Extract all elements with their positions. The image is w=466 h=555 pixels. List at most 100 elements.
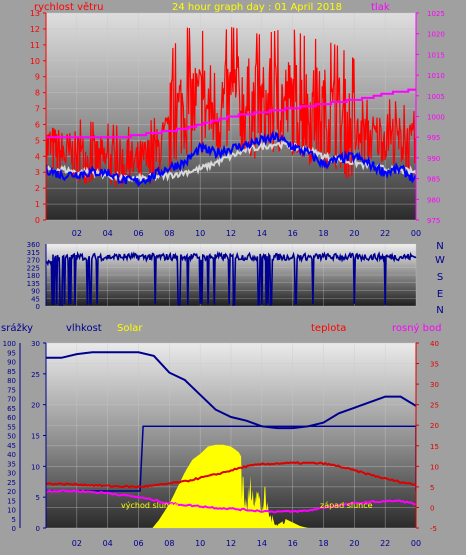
hour-tick-label: 00 <box>411 229 421 238</box>
hour-tick-label: 04 <box>103 229 113 238</box>
rain-tick-label: 25 <box>7 479 16 487</box>
temperature-tick-label: 5 <box>430 484 434 492</box>
direction-tick-label: 225 <box>27 264 40 272</box>
pressure-tick-label: 1005 <box>427 93 445 101</box>
direction-tick-label: 315 <box>27 249 40 257</box>
wind-tick-label: 12 <box>30 25 40 34</box>
wind-tick-label: 11 <box>30 41 40 50</box>
direction-tick-label: 135 <box>27 280 40 288</box>
rain-line <box>46 425 416 492</box>
rain-tick-label: 80 <box>7 377 16 385</box>
hour-tick-label: 04 <box>103 539 113 548</box>
hour-tick-label: 10 <box>195 539 205 548</box>
wind-tick-label: 8 <box>35 89 40 98</box>
humidity-tick-label: 10 <box>31 463 40 471</box>
hour-tick-label: 08 <box>164 539 174 548</box>
graph-title: 24 hour graph day : 01 April 2018 <box>172 2 342 13</box>
wind-tick-label: 3 <box>35 168 40 177</box>
direction-tick-label: 360 <box>27 241 40 249</box>
climate-panel-data <box>46 351 416 528</box>
wind-tick-label: 0 <box>35 216 40 225</box>
hour-tick-label: 06 <box>133 229 143 238</box>
direction-tick-label: 45 <box>31 295 40 303</box>
pressure-tick-label: 1025 <box>427 10 445 18</box>
hour-tick-label: 00 <box>411 539 421 548</box>
wind-panel-axes: 0123456789101112139759809859909951000100… <box>30 9 445 238</box>
compass-label: E <box>437 289 443 300</box>
hour-tick-label: 02 <box>72 229 82 238</box>
hour-tick-label: 20 <box>349 229 359 238</box>
rain-tick-label: 5 <box>12 516 16 524</box>
temperature-tick-label: -5 <box>430 525 437 533</box>
rain-tick-label: 45 <box>7 442 16 450</box>
wind-speed-line <box>46 27 416 188</box>
wind-tick-label: 9 <box>35 73 40 82</box>
pressure-tick-label: 1010 <box>427 72 445 80</box>
hour-tick-label: 16 <box>288 539 298 548</box>
rain-tick-label: 20 <box>7 488 16 496</box>
wind-tick-label: 10 <box>30 57 40 66</box>
hour-tick-label: 14 <box>257 229 267 238</box>
compass-label: N <box>436 305 443 316</box>
hour-tick-label: 12 <box>226 539 236 548</box>
wind-panel-data <box>46 27 416 188</box>
hour-tick-label: 16 <box>288 229 298 238</box>
direction-tick-label: 0 <box>36 303 40 311</box>
humidity-tick-label: 30 <box>31 340 40 348</box>
wind-tick-label: 13 <box>30 9 40 18</box>
temperature-axis-label: teplota <box>311 323 346 334</box>
pressure-line <box>46 88 416 139</box>
hour-tick-label: 02 <box>72 539 82 548</box>
hour-tick-label: 10 <box>195 229 205 238</box>
rain-axis-label: srážky <box>1 322 33 334</box>
direction-tick-label: 270 <box>27 257 40 265</box>
humidity-line <box>46 351 416 430</box>
wind-direction-line <box>45 250 417 307</box>
compass-label: N <box>436 241 443 252</box>
rain-tick-label: 10 <box>7 507 16 515</box>
wind-tick-label: 2 <box>35 184 40 193</box>
pressure-tick-label: 990 <box>427 155 440 163</box>
rain-tick-label: 100 <box>3 340 16 348</box>
pressure-tick-label: 980 <box>427 196 440 204</box>
climate-panel-axes: -505101520253035400510152025303540455055… <box>3 340 439 548</box>
rain-tick-label: 35 <box>7 460 16 468</box>
compass-label: W <box>435 255 445 266</box>
dewpoint-line <box>46 489 416 514</box>
temperature-tick-label: 30 <box>430 381 439 389</box>
wind-average-line <box>46 130 416 188</box>
humidity-tick-label: 25 <box>31 371 40 379</box>
rain-tick-label: 55 <box>7 423 16 431</box>
solar-axis-label: Solar <box>117 323 143 334</box>
pressure-axis-label: tlak <box>371 2 390 13</box>
pressure-tick-label: 995 <box>427 134 440 142</box>
temperature-tick-label: 0 <box>430 504 434 512</box>
temperature-tick-label: 15 <box>430 443 439 451</box>
rain-tick-label: 85 <box>7 368 16 376</box>
hour-tick-label: 08 <box>164 229 174 238</box>
compass-label: S <box>437 272 443 283</box>
rain-tick-label: 40 <box>7 451 16 459</box>
rain-tick-label: 30 <box>7 470 16 478</box>
sunset-annotation: západ slunce <box>320 501 373 510</box>
pressure-tick-label: 1015 <box>427 51 445 59</box>
pressure-tick-label: 985 <box>427 176 440 184</box>
wind-tick-label: 4 <box>35 152 40 161</box>
hour-tick-label: 18 <box>318 229 328 238</box>
hour-tick-label: 20 <box>349 539 359 548</box>
hour-tick-label: 22 <box>380 539 390 548</box>
hour-tick-label: 18 <box>318 539 328 548</box>
wind-tick-label: 7 <box>35 105 40 114</box>
rain-tick-label: 75 <box>7 386 16 394</box>
humidity-tick-label: 0 <box>36 525 40 533</box>
direction-panel-data <box>45 250 417 307</box>
temperature-tick-label: 20 <box>430 422 439 430</box>
rain-tick-label: 0 <box>12 525 16 533</box>
temperature-tick-label: 25 <box>430 402 439 410</box>
wind-tick-label: 6 <box>35 120 40 129</box>
temperature-tick-label: 10 <box>430 463 439 471</box>
temperature-tick-label: 35 <box>430 361 439 369</box>
